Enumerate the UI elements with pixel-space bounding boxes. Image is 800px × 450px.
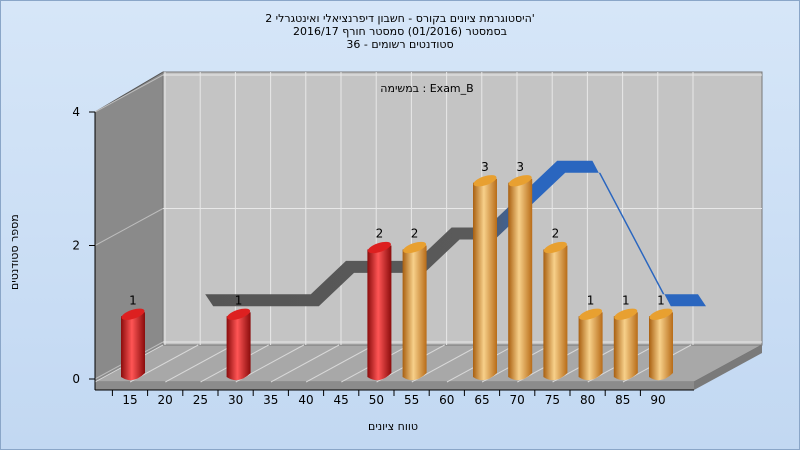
chart-title-line1: היסטוגרמת ציונים בקורס - חשבון דיפרנציאל… [265, 12, 535, 25]
x-tick-label: 85 [615, 393, 630, 407]
x-tick-label: 75 [545, 393, 560, 407]
bar-value-label: 1 [129, 293, 137, 307]
chart-subtitle: במשימה : Exam_B [380, 82, 473, 95]
bar-cap [367, 241, 391, 254]
bar-value-label: 3 [516, 160, 524, 174]
chart-title-line2: בסמסטר (01/2016) סמסטר חורף 2016/17 [293, 25, 507, 38]
axes: 0 2 4 15 20 25 30 35 40 45 50 55 60 65 70 75 80 85 90 [72, 105, 694, 407]
floor-front [95, 382, 694, 390]
bar-cap [403, 241, 427, 254]
x-tick-label: 70 [510, 393, 525, 407]
bar-cap [121, 308, 145, 320]
bar-body [613, 312, 638, 381]
bar-body [508, 178, 533, 381]
x-tick-label: 25 [193, 393, 208, 407]
bar: 2 [367, 227, 392, 381]
bar-body [543, 245, 568, 381]
y-tick-label: 2 [72, 239, 80, 253]
bar: 2 [543, 227, 568, 381]
trend-ribbon [205, 160, 706, 307]
bar-body [367, 245, 392, 381]
x-tick-label: 35 [263, 393, 278, 407]
bar: 1 [226, 293, 251, 381]
bar-cap [579, 308, 603, 320]
floor-line [165, 344, 234, 383]
wall-line-y [94, 208, 164, 246]
bar-cap [227, 308, 251, 320]
bar-value-label: 1 [657, 293, 665, 307]
x-tick-label: 30 [228, 393, 243, 407]
floor-line [305, 344, 375, 383]
bar: 1 [649, 293, 673, 381]
bar: 1 [578, 293, 603, 381]
bar: 3 [508, 160, 533, 381]
x-tick-label: 40 [298, 393, 313, 407]
bar-body [402, 245, 427, 381]
bar-body [473, 178, 497, 381]
x-tick-label: 50 [369, 393, 384, 407]
bar-value-label: 1 [587, 293, 595, 307]
bar-value-label: 2 [552, 227, 560, 241]
bar: 3 [473, 160, 497, 381]
bar-value-label: 1 [622, 293, 630, 307]
x-tick-label: 45 [334, 393, 349, 407]
trend-ribbon-path [205, 160, 706, 307]
bar-body [121, 312, 145, 381]
bar-value-label: 3 [481, 160, 489, 174]
y-tick-label: 0 [72, 372, 80, 386]
bar-cap [614, 308, 638, 320]
x-tick-label: 60 [439, 393, 454, 407]
bar-cap [543, 241, 567, 254]
bars: 1 1 2 2 3 3 2 1 1 1 [121, 160, 673, 381]
bar-cap [473, 175, 497, 187]
bar: 2 [402, 227, 427, 381]
bar-body [226, 312, 251, 381]
x-tick-label: 55 [404, 393, 419, 407]
bar-body [649, 312, 673, 381]
bar-value-label: 1 [235, 293, 243, 307]
bar: 1 [121, 293, 145, 381]
y-tick-label: 4 [72, 105, 80, 119]
x-tick-label: 65 [474, 393, 489, 407]
y-axis-label: מספר סטודנטים [8, 214, 21, 290]
x-tick-label: 20 [158, 393, 173, 407]
chart-title-line3: סטודנטים רשומים - 36 [346, 38, 454, 51]
x-axis-label: טווח ציונים [368, 420, 418, 433]
x-tick-label: 80 [580, 393, 595, 407]
bar-value-label: 2 [411, 227, 419, 241]
floor-line [270, 344, 340, 383]
bar-body [578, 312, 603, 381]
bar: 1 [613, 293, 638, 381]
bar-cap [508, 175, 532, 187]
right-edge [694, 345, 762, 390]
x-tick-label: 15 [122, 393, 137, 407]
bar-value-label: 2 [376, 227, 384, 241]
x-tick-label: 90 [650, 393, 665, 407]
wall-line-y [94, 74, 164, 113]
bar-cap [649, 308, 673, 320]
